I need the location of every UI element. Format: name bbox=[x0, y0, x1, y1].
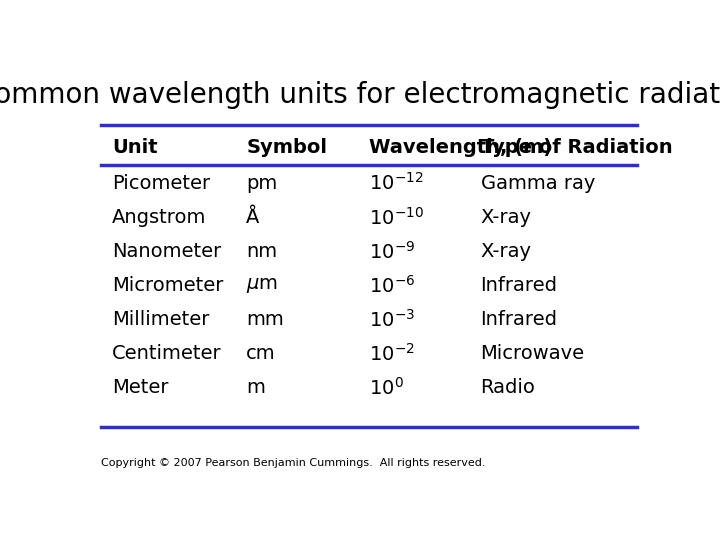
Text: 10$^{0}$: 10$^{0}$ bbox=[369, 377, 404, 399]
Text: Meter: Meter bbox=[112, 379, 168, 397]
Text: Copyright © 2007 Pearson Benjamin Cummings.  All rights reserved.: Copyright © 2007 Pearson Benjamin Cummin… bbox=[101, 458, 486, 468]
Text: pm: pm bbox=[246, 174, 277, 193]
Text: 10$^{-6}$: 10$^{-6}$ bbox=[369, 275, 415, 296]
Text: Picometer: Picometer bbox=[112, 174, 210, 193]
Text: m: m bbox=[246, 379, 265, 397]
Text: Angstrom: Angstrom bbox=[112, 208, 207, 227]
Text: Wavelength, (m): Wavelength, (m) bbox=[369, 138, 552, 158]
Text: Symbol: Symbol bbox=[246, 138, 327, 158]
Text: Radio: Radio bbox=[481, 379, 536, 397]
Text: cm: cm bbox=[246, 345, 276, 363]
Text: Millimeter: Millimeter bbox=[112, 310, 210, 329]
Text: X-ray: X-ray bbox=[481, 208, 531, 227]
Text: Unit: Unit bbox=[112, 138, 158, 158]
Text: Micrometer: Micrometer bbox=[112, 276, 224, 295]
Text: 10$^{-3}$: 10$^{-3}$ bbox=[369, 309, 415, 330]
Text: Type of Radiation: Type of Radiation bbox=[481, 138, 672, 158]
Text: Å: Å bbox=[246, 208, 259, 227]
Text: Gamma ray: Gamma ray bbox=[481, 174, 595, 193]
Text: 10$^{-10}$: 10$^{-10}$ bbox=[369, 206, 424, 228]
Text: X-ray: X-ray bbox=[481, 242, 531, 261]
Text: $\mu$m: $\mu$m bbox=[246, 276, 278, 295]
Text: mm: mm bbox=[246, 310, 284, 329]
Text: 10$^{-9}$: 10$^{-9}$ bbox=[369, 240, 415, 262]
Text: Infrared: Infrared bbox=[481, 310, 557, 329]
Text: Nanometer: Nanometer bbox=[112, 242, 222, 261]
Text: nm: nm bbox=[246, 242, 277, 261]
Text: Common wavelength units for electromagnetic radiation: Common wavelength units for electromagne… bbox=[0, 82, 720, 110]
Text: Centimeter: Centimeter bbox=[112, 345, 222, 363]
Text: 10$^{-2}$: 10$^{-2}$ bbox=[369, 343, 415, 364]
Text: Microwave: Microwave bbox=[481, 345, 585, 363]
Text: 10$^{-12}$: 10$^{-12}$ bbox=[369, 172, 423, 194]
Text: Infrared: Infrared bbox=[481, 276, 557, 295]
